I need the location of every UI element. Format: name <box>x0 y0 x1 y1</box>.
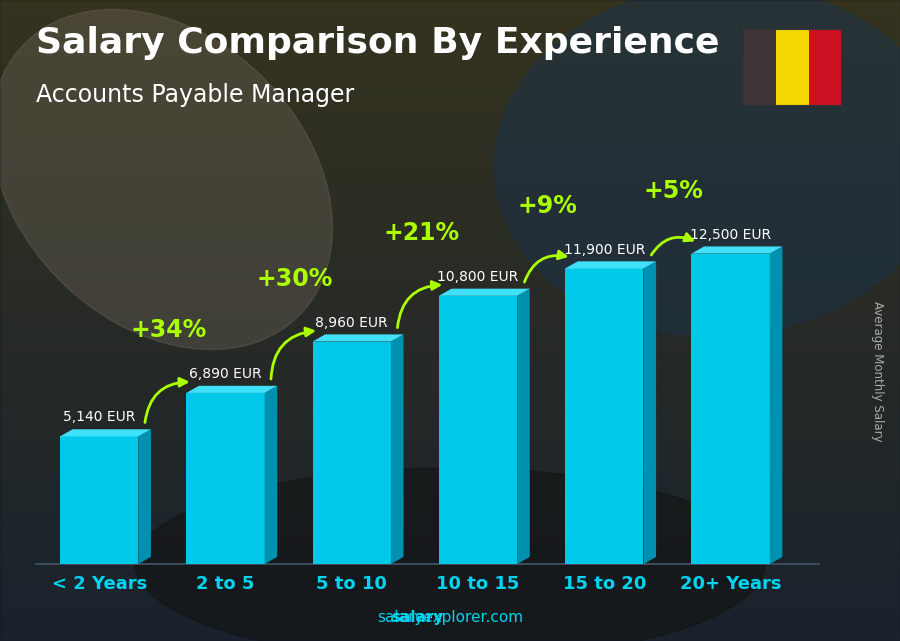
FancyBboxPatch shape <box>312 342 391 564</box>
Polygon shape <box>644 262 656 564</box>
Polygon shape <box>312 335 403 342</box>
Text: Accounts Payable Manager: Accounts Payable Manager <box>36 83 355 107</box>
Polygon shape <box>186 386 277 393</box>
Text: +34%: +34% <box>130 318 207 342</box>
FancyBboxPatch shape <box>60 437 139 564</box>
Text: salaryexplorer.com: salaryexplorer.com <box>377 610 523 625</box>
Bar <box>742 29 776 106</box>
Polygon shape <box>139 429 151 564</box>
Polygon shape <box>439 288 530 296</box>
Text: 11,900 EUR: 11,900 EUR <box>563 242 645 256</box>
Bar <box>776 29 808 106</box>
Text: +5%: +5% <box>644 179 704 203</box>
Polygon shape <box>391 335 403 564</box>
Ellipse shape <box>0 10 332 349</box>
Text: +21%: +21% <box>383 221 459 245</box>
Text: 8,960 EUR: 8,960 EUR <box>315 315 388 329</box>
Text: 6,890 EUR: 6,890 EUR <box>189 367 262 381</box>
Polygon shape <box>60 429 151 437</box>
Polygon shape <box>518 288 530 564</box>
Polygon shape <box>265 386 277 564</box>
Text: Salary Comparison By Experience: Salary Comparison By Experience <box>36 26 719 60</box>
Ellipse shape <box>135 468 765 641</box>
Ellipse shape <box>494 0 900 336</box>
FancyBboxPatch shape <box>439 296 518 564</box>
Text: Average Monthly Salary: Average Monthly Salary <box>871 301 884 442</box>
Text: +30%: +30% <box>256 267 333 290</box>
FancyBboxPatch shape <box>691 254 770 564</box>
Text: salary: salary <box>392 610 444 625</box>
Text: 10,800 EUR: 10,800 EUR <box>437 270 518 284</box>
FancyBboxPatch shape <box>186 393 265 564</box>
Text: +9%: +9% <box>518 194 578 218</box>
Polygon shape <box>691 246 782 254</box>
Polygon shape <box>565 262 656 269</box>
Polygon shape <box>770 246 782 564</box>
Text: 12,500 EUR: 12,500 EUR <box>690 228 771 242</box>
Bar <box>808 29 842 106</box>
Text: 5,140 EUR: 5,140 EUR <box>63 410 135 424</box>
FancyBboxPatch shape <box>565 269 644 564</box>
